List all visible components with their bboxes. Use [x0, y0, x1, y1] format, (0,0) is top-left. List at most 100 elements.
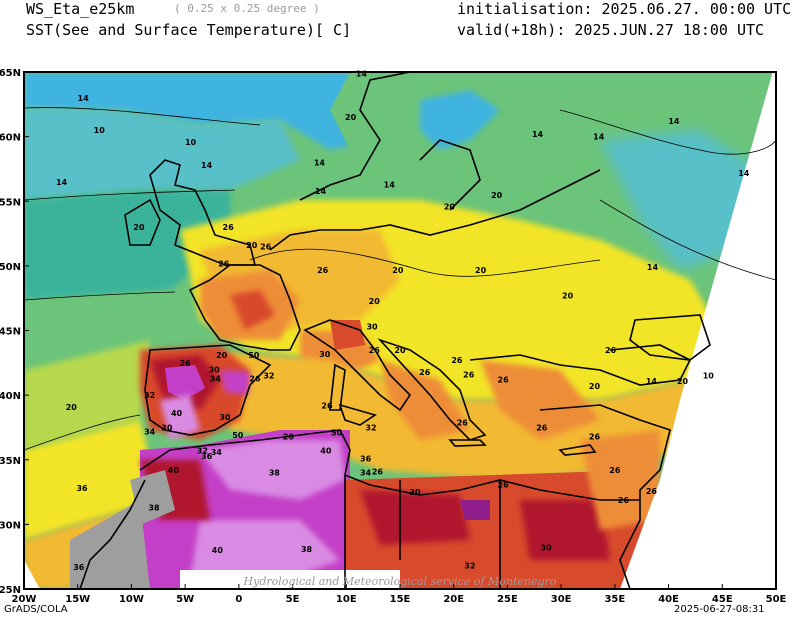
contour-label-text: 32 — [197, 447, 208, 456]
contour-label-text: 14 — [668, 117, 680, 126]
contour-label: 34 — [360, 469, 372, 478]
model-title: WS_Eta_e25km — [26, 0, 135, 18]
contour-label-text: 26 — [317, 266, 329, 275]
lon-tick-label: 10E — [336, 594, 357, 605]
lon-tick-label: 35E — [604, 594, 625, 605]
contour-label: 26 — [283, 432, 295, 441]
contour-label: 26 — [463, 370, 475, 379]
contour-label-text: 26 — [451, 356, 463, 365]
contour-label-text: 20 — [133, 223, 145, 232]
footer-right: 2025-06-27-08:31 — [674, 604, 765, 615]
contour-label: 10 — [703, 372, 715, 381]
footer-left: GrADS/COLA — [4, 604, 68, 615]
contour-label: 26 — [372, 467, 384, 476]
lon-tick-label: 25E — [497, 594, 518, 605]
contour-label-text: 20 — [394, 346, 406, 355]
valid-time: valid(+18h): 2025.JUN.27 18:00 UTC — [457, 21, 765, 39]
isotherms — [24, 107, 776, 451]
contour-label: 26 — [609, 466, 621, 475]
contour-label: 26 — [223, 223, 235, 232]
contour-label: 26 — [589, 432, 601, 441]
contour-label-text: 26 — [372, 467, 384, 476]
lon-tick-label: 50E — [766, 594, 787, 605]
contour-label-text: 26 — [249, 374, 261, 383]
contour-label-text: 20 — [369, 297, 381, 306]
contour-label-text: 26 — [463, 370, 475, 379]
contour-label: 14 — [56, 178, 68, 187]
contour-label: 30 — [409, 488, 421, 497]
lon-tick-label: 15E — [390, 594, 411, 605]
contour-label: 14 — [315, 187, 327, 196]
contour-label-text: 26 — [180, 359, 192, 368]
contour-label: 20 — [394, 346, 406, 355]
contour-label: 32 — [197, 447, 208, 456]
contour-label-text: 30 — [541, 544, 553, 553]
lon-tick-label: 5E — [286, 594, 300, 605]
lat-tick-label: 60N — [0, 133, 21, 144]
contour-label-text: 32 — [263, 372, 274, 381]
contour-label: 26 — [451, 356, 463, 365]
contour-label-text: 20 — [246, 241, 258, 250]
lat-tick-label: 25N — [0, 585, 21, 596]
contour-label-text: 14 — [384, 180, 396, 189]
contour-label: 40 — [171, 409, 183, 418]
contour-label-text: 32 — [365, 423, 376, 432]
contour-label-text: 26 — [609, 466, 621, 475]
contour-label: 20 — [369, 297, 381, 306]
contour-label: 20 — [133, 223, 145, 232]
contour-label: 14 — [78, 94, 90, 103]
contour-label: 34 — [144, 427, 156, 436]
contour-label-text: 40 — [171, 409, 183, 418]
contour-label: 26 — [260, 242, 272, 251]
contour-label: 30 — [219, 413, 231, 422]
contour-label: 26 — [419, 368, 431, 377]
contour-label: 50 — [331, 429, 343, 438]
contour-label: 38 — [148, 504, 160, 513]
longitude-axis: 20W 15W 10W 5W 0 5E 10E 15E 20E 25E 30E 35E 40E 45E 50… — [12, 584, 787, 605]
contour-label-text: 26 — [498, 480, 510, 489]
contour-label: 50 — [248, 351, 260, 360]
contour-label-text: 20 — [677, 377, 689, 386]
contour-label: 20 — [677, 377, 689, 386]
contour-label: 40 — [168, 466, 180, 475]
contour-label: 40 — [320, 447, 332, 456]
contour-label-text: 36 — [76, 484, 88, 493]
contour-label: 26 — [536, 423, 548, 432]
contour-label: 26 — [457, 418, 469, 427]
contour-label-text: 30 — [319, 350, 331, 359]
contour-label-text: 14 — [646, 377, 658, 386]
contour-label-text: 34 — [360, 469, 372, 478]
contour-label-text: 30 — [366, 323, 378, 332]
contour-label: 14 — [532, 130, 544, 139]
contour-label-text: 40 — [320, 447, 332, 456]
contour-label-text: 10 — [703, 372, 715, 381]
contour-label-text: 14 — [593, 133, 605, 142]
contour-label-text: 26 — [457, 418, 469, 427]
contour-label-text: 20 — [475, 266, 487, 275]
contour-label: 26 — [317, 266, 329, 275]
contour-label-text: 30 — [209, 365, 221, 374]
contour-label: 38 — [269, 469, 281, 478]
variable-title: SST(See and Surface Temperature)[ C] — [26, 21, 352, 39]
contour-label-text: 38 — [301, 545, 313, 554]
contour-label-text: 14 — [56, 178, 68, 187]
contour-label: 20 — [562, 292, 574, 301]
lat-tick-label: 40N — [0, 391, 21, 402]
contour-label-text: 20 — [491, 191, 503, 200]
contour-label-text: 36 — [360, 454, 372, 463]
contour-label-text: 14 — [314, 158, 326, 167]
lon-tick-label: 20E — [443, 594, 464, 605]
contour-label-text: 34 — [144, 427, 156, 436]
contour-label: 36 — [76, 484, 88, 493]
contour-label-text: 14 — [315, 187, 327, 196]
contour-label-text: 32 — [464, 562, 475, 571]
contour-label: 26 — [249, 374, 261, 383]
lat-tick-label: 45N — [0, 327, 21, 338]
contour-label-text: 32 — [144, 391, 155, 400]
lat-tick-label: 30N — [0, 520, 21, 531]
lon-tick-label: 30E — [551, 594, 572, 605]
contour-label: 14 — [738, 169, 750, 178]
contour-label: 20 — [216, 351, 228, 360]
